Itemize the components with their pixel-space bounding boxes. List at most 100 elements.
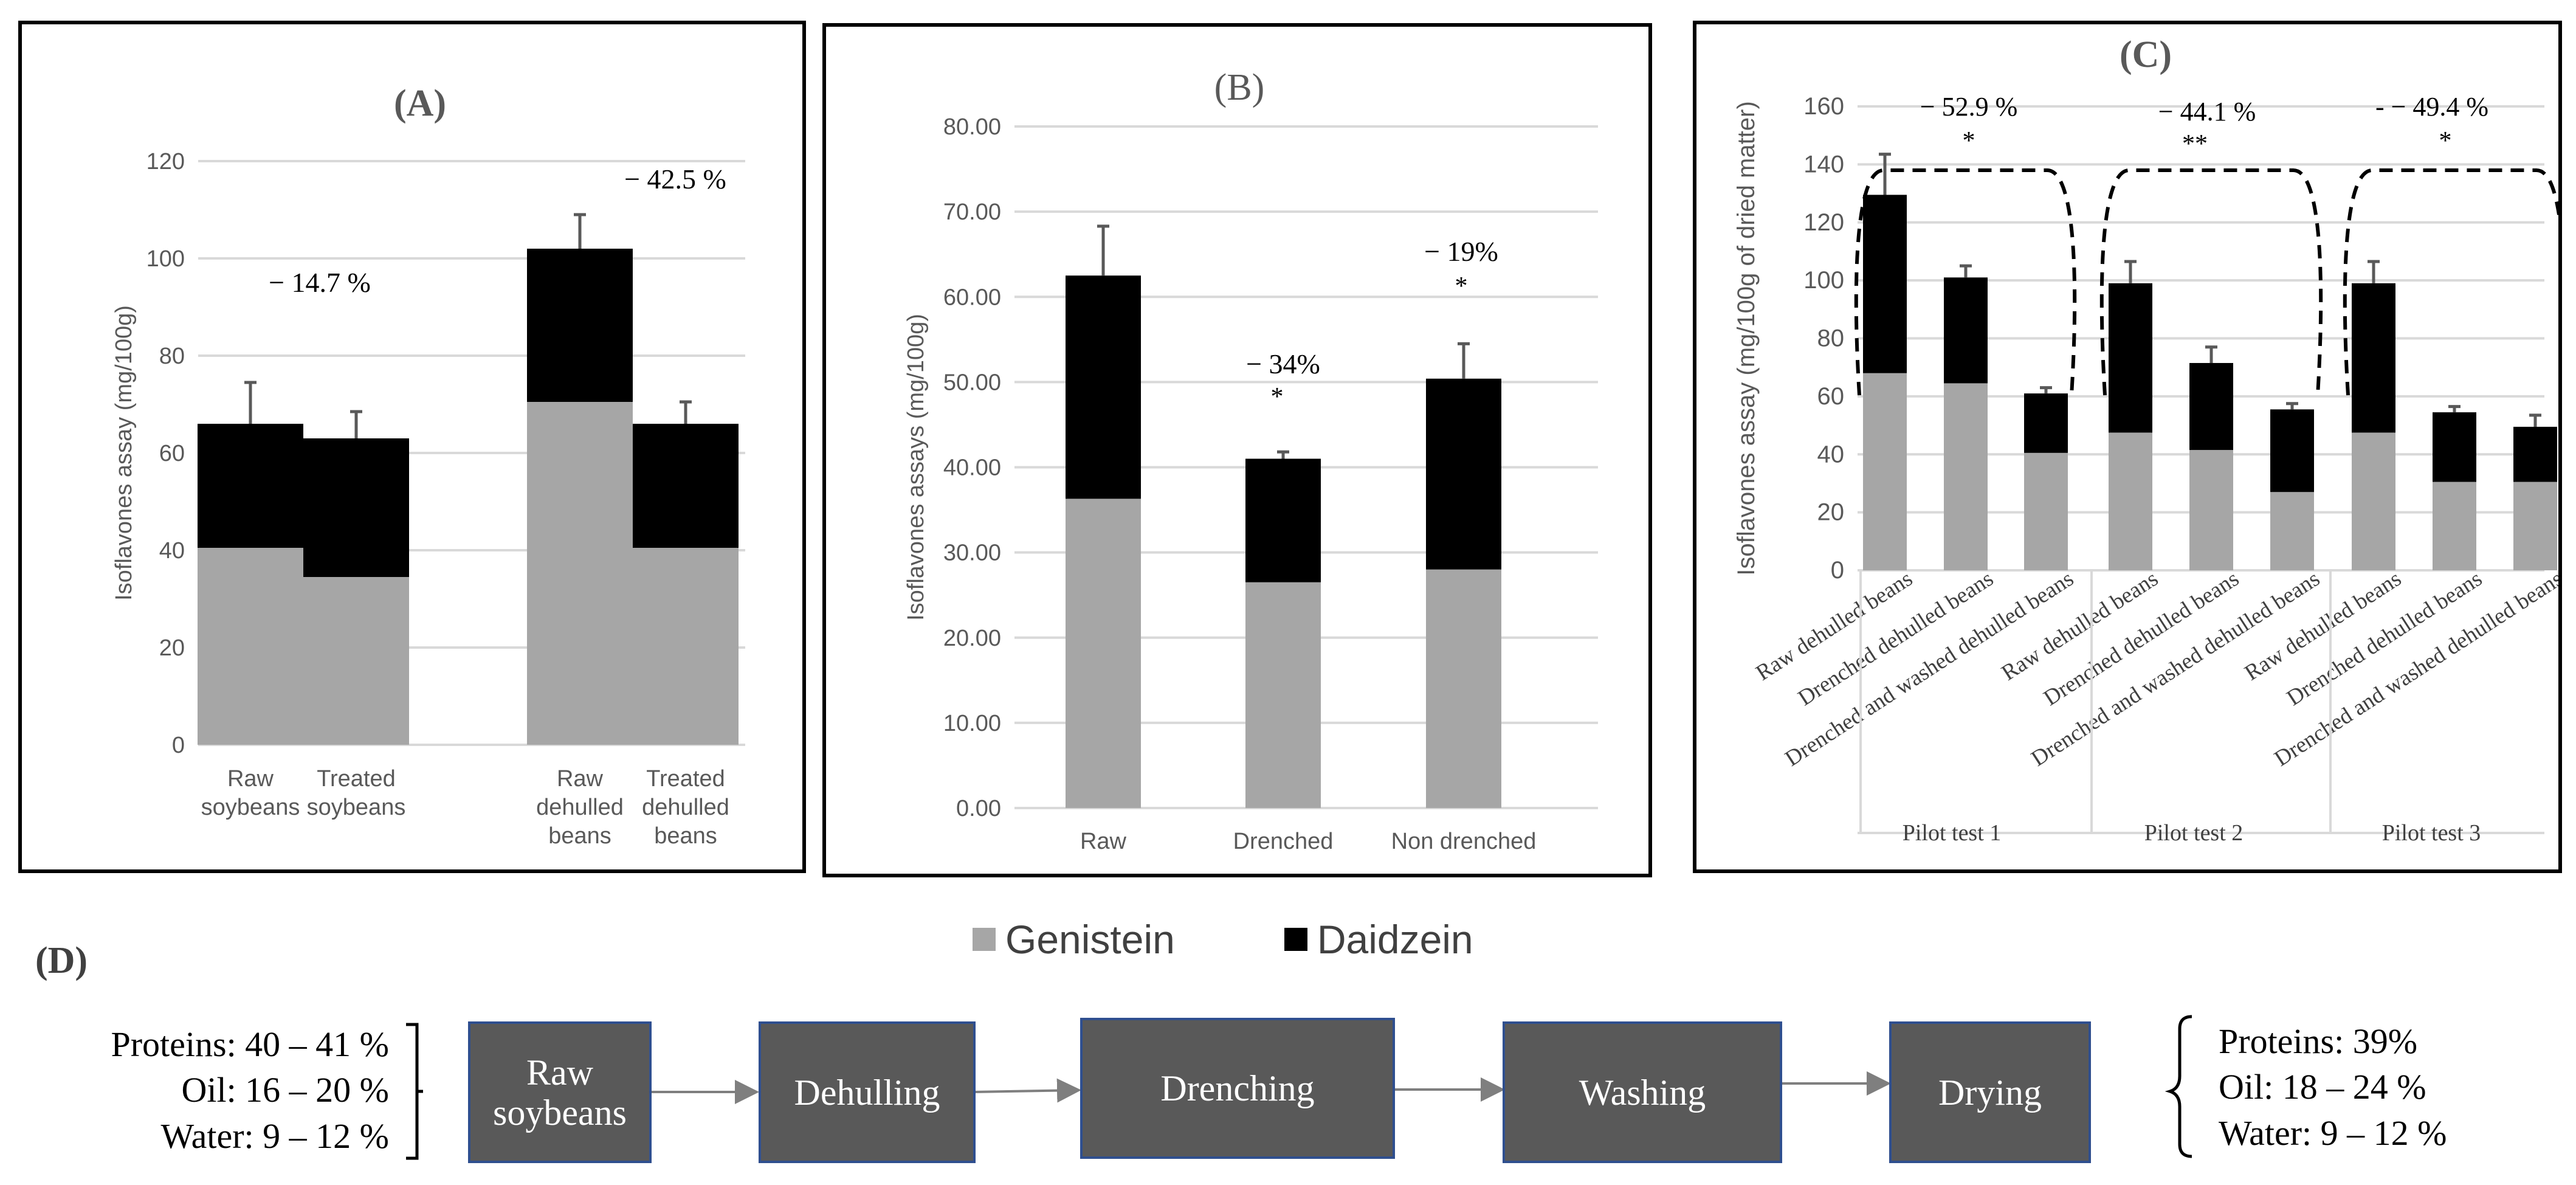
bar-genistein bbox=[2433, 482, 2476, 570]
bar-genistein bbox=[2024, 452, 2068, 570]
bar-daidzein bbox=[2513, 426, 2557, 482]
bar-daidzein bbox=[198, 424, 303, 548]
bar-daidzein bbox=[527, 249, 633, 402]
x-tick-label: Treated bbox=[646, 766, 725, 792]
annotation-change: − 42.5 % bbox=[624, 164, 726, 195]
y-tick-label: 100 bbox=[1803, 267, 1844, 294]
y-tick-label: 0 bbox=[1831, 557, 1844, 584]
y-tick-label: 60 bbox=[1817, 383, 1845, 410]
y-tick-label: 100 bbox=[146, 246, 185, 272]
bar-daidzein bbox=[303, 438, 409, 577]
bar-genistein bbox=[303, 577, 409, 745]
y-axis-label: Isoflavones assay (mg/100g of dried matt… bbox=[1733, 101, 1760, 575]
y-tick-label: 120 bbox=[146, 149, 185, 174]
legend-genistein-swatch bbox=[973, 928, 996, 951]
x-tick-label: dehulled bbox=[642, 795, 729, 820]
y-tick-label: 80 bbox=[159, 344, 185, 369]
panel-d-title: (D) bbox=[35, 940, 88, 981]
group-label: Pilot test 3 bbox=[2382, 820, 2481, 846]
chart-title: (C) bbox=[2120, 34, 2172, 75]
arrow-2 bbox=[974, 1078, 1081, 1103]
annotation-change: − 19% bbox=[1424, 236, 1498, 267]
bar-daidzein bbox=[1944, 277, 1988, 384]
annotation-significance: ** bbox=[2182, 130, 2208, 158]
step-drying: Drying bbox=[1889, 1021, 2091, 1163]
output-composition: Proteins: 39% Oil: 18 – 24 % Water: 9 – … bbox=[2219, 1018, 2559, 1156]
bar-genistein bbox=[2189, 450, 2233, 570]
annotation-significance: * bbox=[2439, 127, 2452, 155]
x-tick-label: dehulled bbox=[536, 795, 624, 820]
group-label: Pilot test 1 bbox=[1903, 820, 2002, 846]
chart-title: (B) bbox=[1214, 67, 1265, 108]
output-proteins: Proteins: 39% bbox=[2219, 1021, 2418, 1061]
x-tick-label: Non drenched bbox=[1391, 829, 1537, 854]
step-dehulling: Dehulling bbox=[759, 1021, 976, 1163]
bar-genistein bbox=[1245, 582, 1321, 808]
bar-genistein bbox=[2352, 432, 2395, 570]
y-tick-label: 30.00 bbox=[943, 541, 1001, 566]
y-tick-label: 160 bbox=[1803, 93, 1844, 120]
y-tick-label: 120 bbox=[1803, 209, 1844, 236]
legend: Genistein Daidzein bbox=[973, 917, 1473, 962]
chart-title: (A) bbox=[394, 83, 446, 124]
output-oil: Oil: 18 – 24 % bbox=[2219, 1067, 2426, 1107]
input-bracket bbox=[406, 1023, 423, 1160]
input-oil: Oil: 16 – 20 % bbox=[181, 1070, 389, 1110]
bar-genistein bbox=[2270, 492, 2314, 570]
y-tick-label: 40.00 bbox=[943, 455, 1001, 481]
chart-c: 0 20 40 60 80 100 120 140 160 (C) Isoflavones assa… bbox=[1733, 34, 2567, 846]
comparison-bracket bbox=[2099, 168, 2323, 396]
y-tick-label: 20 bbox=[159, 635, 185, 661]
y-tick-label: 80 bbox=[1817, 325, 1845, 352]
x-tick-label: Drenched bbox=[1233, 829, 1334, 854]
bar-genistein bbox=[2513, 482, 2557, 570]
bar-daidzein bbox=[1245, 458, 1321, 582]
y-axis-label: Isoflavones assay (mg/100g) bbox=[111, 305, 137, 601]
bar-genistein bbox=[1944, 383, 1988, 570]
annotation-significance: * bbox=[1271, 383, 1284, 411]
y-tick-label: 70.00 bbox=[943, 199, 1001, 225]
step-drenching: Drenching bbox=[1080, 1018, 1395, 1159]
bar-daidzein bbox=[1426, 378, 1501, 570]
annotation-significance: * bbox=[1455, 272, 1468, 300]
group-label: Pilot test 2 bbox=[2144, 820, 2244, 846]
panel-a: 0 20 40 60 80 100 120 (A) Isoflavones assay (mg/… bbox=[18, 21, 806, 873]
bar-genistein bbox=[527, 402, 633, 745]
panel-c: 0 20 40 60 80 100 120 140 160 (C) Isoflavones assa… bbox=[1693, 21, 2567, 873]
y-tick-label: 20 bbox=[1817, 499, 1845, 526]
y-axis-label: Isoflavones assays (mg/100g) bbox=[903, 314, 929, 621]
bar-genistein bbox=[198, 548, 303, 745]
bar-genistein bbox=[633, 548, 739, 745]
bar-daidzein bbox=[2433, 412, 2476, 482]
bar-daidzein bbox=[2109, 283, 2152, 433]
bar-daidzein bbox=[1066, 275, 1141, 499]
panel-b: 0.00 10.00 20.00 30.00 40.00 50.00 60.00 70.00 8… bbox=[822, 23, 1652, 877]
y-tick-label: 0.00 bbox=[956, 796, 1001, 821]
bar-daidzein bbox=[2270, 409, 2314, 492]
output-water: Water: 9 – 12 % bbox=[2219, 1113, 2447, 1153]
y-tick-label: 60.00 bbox=[943, 285, 1001, 310]
y-tick-label: 80.00 bbox=[943, 114, 1001, 140]
input-proteins: Proteins: 40 – 41 % bbox=[111, 1024, 389, 1064]
annotation-change: − 44.1 % bbox=[2158, 97, 2256, 126]
bar-genistein bbox=[1066, 499, 1141, 808]
x-tick-label: beans bbox=[548, 823, 611, 849]
comparison-bracket bbox=[1854, 168, 2077, 396]
x-tick-label: Treated bbox=[317, 766, 396, 792]
bar-daidzein bbox=[633, 424, 739, 548]
bar-genistein bbox=[1863, 373, 1907, 570]
input-water: Water: 9 – 12 % bbox=[160, 1116, 389, 1156]
annotation-change: − 52.9 % bbox=[1920, 92, 2017, 122]
y-tick-label: 140 bbox=[1803, 151, 1844, 178]
annotation-change: − 14.7 % bbox=[269, 267, 371, 298]
y-tick-label: 20.00 bbox=[943, 626, 1001, 651]
legend-daidzein-label: Daidzein bbox=[1317, 917, 1473, 962]
chart-b: 0.00 10.00 20.00 30.00 40.00 50.00 60.00 70.00 8… bbox=[903, 67, 1598, 854]
y-tick-label: 60 bbox=[159, 441, 185, 466]
bar-daidzein bbox=[2352, 283, 2395, 433]
output-bracket bbox=[2164, 1015, 2192, 1158]
x-tick-label: Raw bbox=[227, 766, 274, 792]
y-tick-label: 10.00 bbox=[943, 711, 1001, 736]
legend-daidzein-swatch bbox=[1284, 928, 1307, 951]
step-raw-soybeans: Raw soybeans bbox=[468, 1021, 652, 1163]
